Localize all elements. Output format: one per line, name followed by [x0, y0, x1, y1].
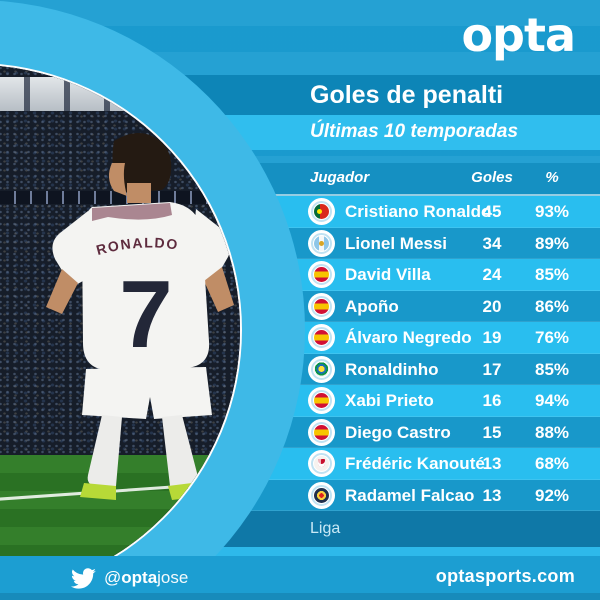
table-row: Lionel Messi 34 89% [0, 227, 600, 259]
bottom-edge [0, 593, 600, 600]
pct-value: 76% [534, 328, 570, 347]
player-badge [308, 324, 335, 351]
player-name: Xabi Prieto [345, 391, 434, 410]
pct-value: 85% [534, 265, 570, 284]
player-photo: RONALDO 7 [0, 65, 240, 595]
goals-value: 16 [482, 391, 502, 410]
pct-value: 92% [534, 485, 570, 505]
column-header-goals: Goles [471, 169, 513, 186]
pct-value: 93% [534, 202, 570, 221]
player-name: Álvaro Negredo [345, 328, 472, 347]
goals-value: 13 [482, 454, 502, 473]
spain-badge-icon [314, 267, 329, 282]
goals-value: 34 [482, 233, 502, 253]
goals-value: 19 [482, 328, 502, 347]
sevilla-badge-icon [314, 456, 329, 471]
column-header-player: Jugador [310, 169, 370, 186]
page-title: Goles de penalti [310, 81, 504, 109]
player-badge [308, 229, 335, 257]
player-jersey [82, 202, 210, 370]
goals-value: 45 [482, 202, 502, 221]
player-head [112, 133, 172, 193]
goals-value: 20 [482, 296, 502, 316]
player-badge [308, 387, 335, 414]
player-badge [308, 418, 335, 446]
player-badge [308, 481, 335, 509]
league-label: Liga [310, 520, 341, 537]
spain-badge-icon [314, 393, 329, 408]
player-badge [308, 355, 335, 383]
column-header-pct: % [545, 169, 559, 186]
player-name: Ronaldinho [345, 359, 439, 379]
stadium-led-board [0, 191, 240, 204]
site-link[interactable]: optasports.com [435, 566, 575, 586]
player-name: Apoño [345, 296, 399, 316]
player-badge [308, 292, 335, 320]
pct-value: 86% [534, 296, 570, 316]
spain-badge-icon [314, 298, 329, 314]
player-badge [308, 198, 335, 225]
twitter-bird-icon [70, 567, 96, 589]
jersey-number: 7 [119, 261, 172, 368]
pct-value: 88% [534, 422, 570, 442]
player-name: Frédéric Kanouté [345, 454, 485, 473]
stadium-stand [0, 77, 240, 111]
page-subtitle: Últimas 10 temporadas [310, 121, 519, 142]
goals-value: 15 [482, 422, 502, 442]
player-badge [308, 261, 335, 288]
twitter-handle: @optajose [104, 568, 189, 587]
spain-badge-icon [314, 330, 329, 345]
player-name: Radamel Falcao [345, 485, 475, 505]
brazil-badge-icon [314, 361, 329, 377]
player-name: Cristiano Ronaldo [345, 202, 492, 221]
divider-strip [0, 547, 600, 556]
colombia-badge-icon [314, 487, 329, 503]
goals-value: 17 [482, 359, 502, 379]
footer-band: @optajose optasports.com [0, 556, 600, 600]
opta-logo: opta [461, 8, 576, 62]
goals-value: 24 [482, 265, 502, 284]
player-name: Lionel Messi [345, 233, 448, 253]
goals-value: 13 [482, 485, 502, 505]
pct-value: 94% [534, 391, 570, 410]
player-name: Diego Castro [345, 422, 451, 442]
boot-right [168, 482, 206, 500]
pct-value: 85% [534, 359, 570, 379]
twitter-link[interactable]: @optajose [70, 564, 188, 592]
spain-badge-icon [314, 424, 329, 440]
pct-value: 68% [534, 454, 570, 473]
argentina-badge-icon [314, 235, 329, 251]
pct-value: 89% [534, 233, 570, 253]
portugal-badge-icon [314, 204, 329, 219]
player-figure: RONALDO 7 [46, 133, 234, 500]
boot-left [80, 483, 116, 500]
player-badge [308, 450, 335, 477]
player-name: David Villa [345, 265, 431, 284]
